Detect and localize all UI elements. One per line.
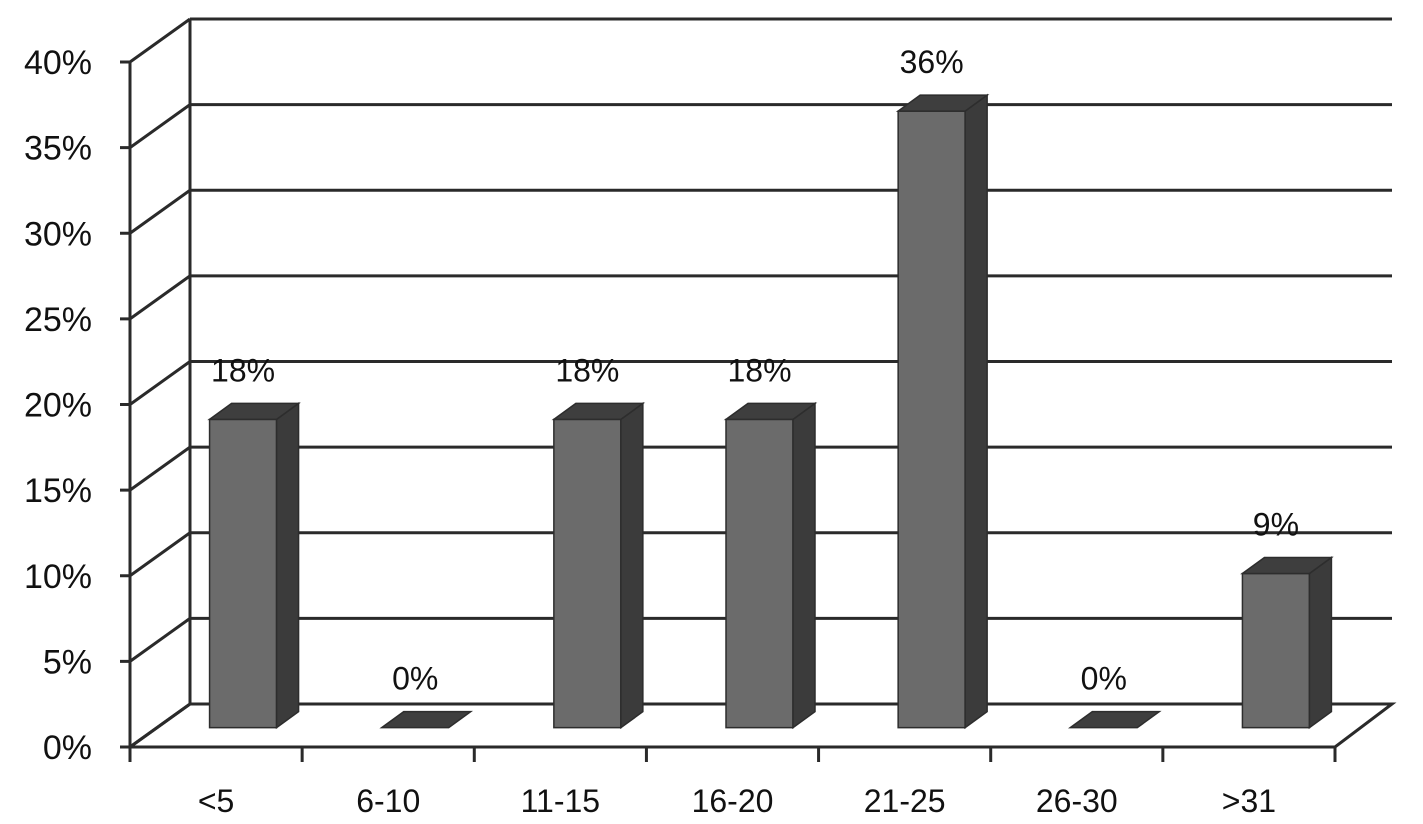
- data-label: 18%: [727, 352, 791, 388]
- bar-front: [208, 418, 278, 729]
- bar: [207, 401, 301, 730]
- bar-side: [964, 93, 988, 730]
- x-tick-label: 16-20: [692, 783, 774, 819]
- data-label: 18%: [555, 352, 619, 388]
- y-tick-label: 0%: [43, 729, 92, 767]
- axis-layer: [120, 19, 1337, 762]
- bar-front: [553, 418, 622, 729]
- bar-top: [1067, 710, 1162, 729]
- bar-top: [723, 402, 818, 421]
- bar-side: [275, 401, 300, 730]
- bar: [1067, 710, 1162, 729]
- y-tick-label: 40%: [24, 44, 92, 82]
- bar-side: [620, 401, 644, 730]
- gridline-depth: [129, 274, 191, 321]
- y-tick-label: 35%: [24, 130, 92, 168]
- label-layer: 0% 5% 10% 15% 20% 25% 30% 35% 40% 18% <5 0% 6-10 18% 1…: [24, 44, 1299, 819]
- bar-front: [1241, 572, 1311, 729]
- bar-side: [792, 401, 816, 730]
- gridline-depth: [129, 189, 191, 235]
- data-label: 9%: [1253, 507, 1299, 543]
- gridline-depth: [129, 617, 191, 663]
- y-tick-label: 25%: [24, 301, 92, 339]
- gridline-depth: [129, 360, 191, 406]
- bar: [723, 401, 818, 730]
- gridline-depth: [129, 445, 191, 492]
- bar-layer: [207, 93, 1334, 730]
- data-label: 0%: [1081, 661, 1127, 697]
- bar-top: [895, 94, 990, 112]
- bar: [895, 93, 990, 730]
- x-tick-label: 11-15: [521, 783, 600, 819]
- bar-top: [207, 402, 301, 421]
- x-tick-label: 6-10: [356, 783, 420, 819]
- gridline-depth: [129, 17, 191, 64]
- x-tick-label: >31: [1222, 783, 1276, 819]
- bar-side: [1308, 556, 1333, 730]
- bar-front: [725, 418, 794, 729]
- y-tick-label: 30%: [24, 215, 92, 253]
- data-label: 36%: [900, 44, 964, 80]
- x-tick-label: 21-25: [864, 783, 946, 819]
- y-tick-label: 20%: [24, 387, 92, 425]
- x-tick-label: 26-30: [1036, 783, 1118, 819]
- bar-top: [1240, 556, 1334, 575]
- gridline-depth: [129, 531, 191, 577]
- gridline-depth: [129, 103, 191, 149]
- y-tick-label: 15%: [24, 472, 92, 510]
- bar: [1240, 556, 1334, 730]
- bar: [551, 401, 646, 730]
- bar-top: [551, 402, 646, 421]
- data-label: 0%: [392, 661, 438, 697]
- bar-top: [379, 710, 474, 729]
- y-tick-label: 10%: [24, 558, 92, 596]
- y-tick-label: 5%: [43, 643, 92, 681]
- bar-front: [897, 110, 966, 729]
- bar: [379, 710, 474, 729]
- data-label: 18%: [211, 352, 275, 388]
- x-tick-label: <5: [198, 783, 234, 819]
